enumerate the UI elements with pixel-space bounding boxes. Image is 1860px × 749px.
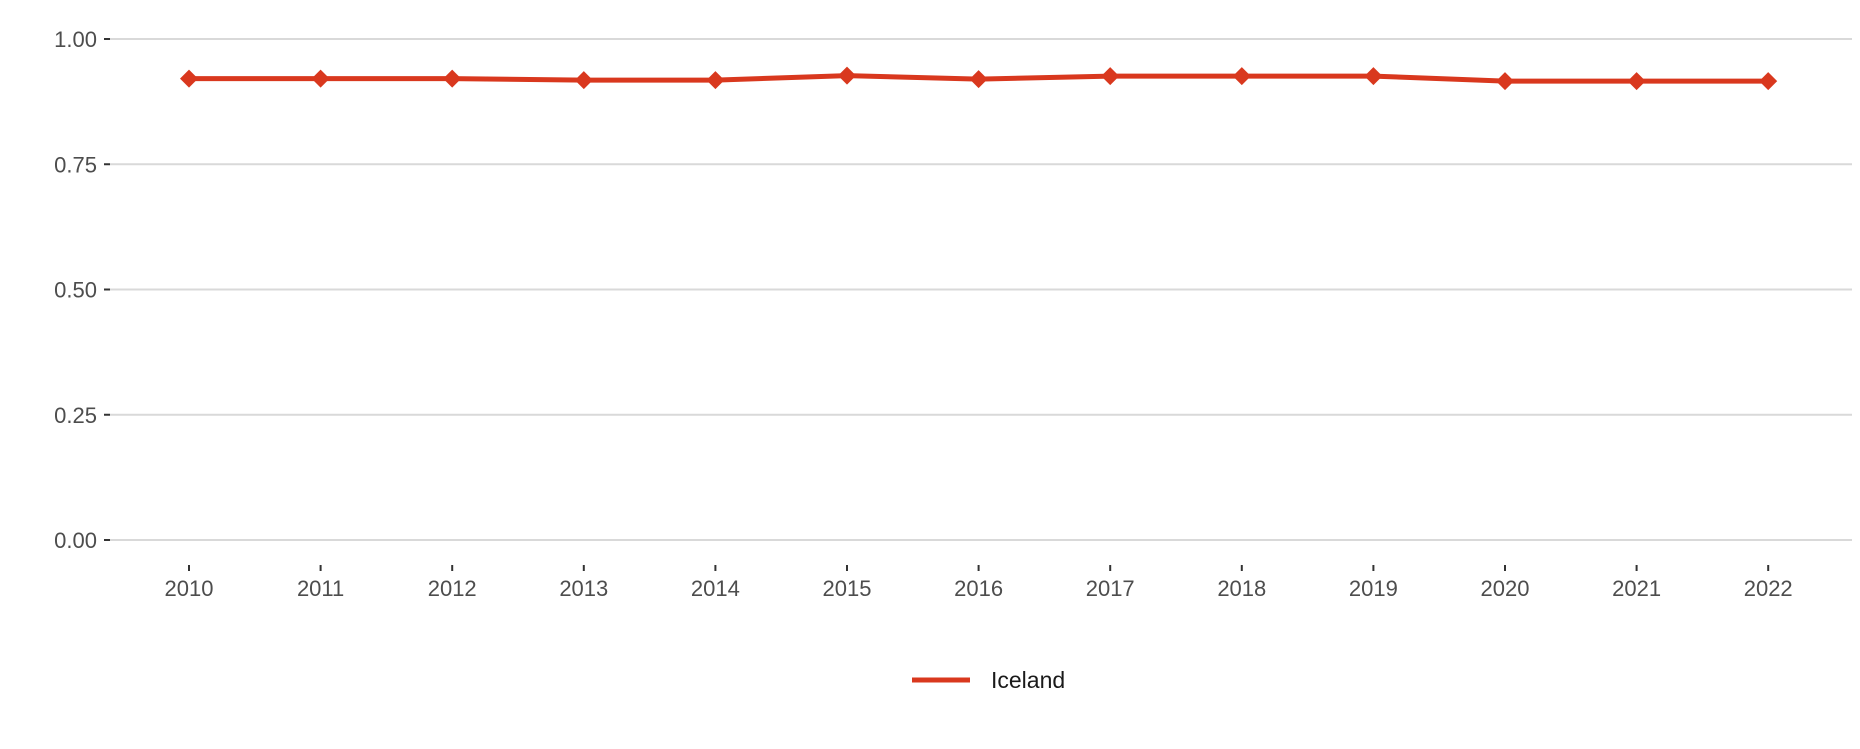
x-tick-label: 2013 [559, 576, 608, 601]
y-tick-label: 0.00 [54, 528, 97, 553]
x-tick-label: 2012 [428, 576, 477, 601]
x-tick-label: 2022 [1744, 576, 1793, 601]
gridlines [110, 38, 1852, 541]
data-point [706, 71, 725, 90]
x-tick-label: 2011 [297, 576, 344, 601]
x-tick-label: 2010 [165, 576, 214, 601]
x-tick-label: 2015 [823, 576, 872, 601]
data-point [180, 69, 198, 88]
data-point [1101, 67, 1120, 86]
x-axis: 2010 2011 2012 2013 2014 2015 2016 2017 2018 2019… [165, 565, 1793, 601]
data-point [1496, 72, 1514, 91]
x-tick-label: 2014 [691, 576, 740, 601]
data-point [574, 71, 593, 90]
y-axis: 0.00 0.25 0.50 0.75 1.00 [54, 27, 110, 553]
data-point [1627, 72, 1646, 91]
data-point [1232, 67, 1251, 86]
x-tick-label: 2018 [1217, 576, 1266, 601]
y-tick-label: 0.75 [54, 152, 97, 177]
x-tick-label: 2020 [1481, 576, 1530, 601]
x-tick-label: 2016 [954, 576, 1003, 601]
data-points [180, 66, 1778, 91]
x-tick-label: 2021 [1612, 576, 1661, 601]
x-tick-label: 2017 [1086, 576, 1135, 601]
data-point [1364, 67, 1383, 86]
y-tick-label: 1.00 [54, 27, 97, 52]
data-point [311, 69, 330, 88]
data-point [969, 70, 988, 89]
y-tick-label: 0.50 [54, 278, 97, 303]
legend-label-iceland: Iceland [991, 667, 1065, 693]
data-point [443, 69, 462, 88]
data-point [838, 66, 856, 85]
data-point [1759, 72, 1778, 91]
legend: Iceland [912, 667, 1065, 693]
x-tick-label: 2019 [1349, 576, 1398, 601]
y-tick-label: 0.25 [54, 403, 97, 428]
